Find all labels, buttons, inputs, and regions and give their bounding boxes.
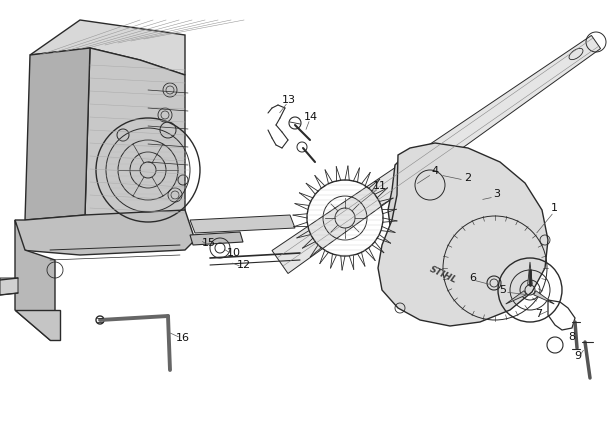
Polygon shape: [15, 210, 195, 255]
Text: 11: 11: [373, 181, 387, 191]
Text: 4: 4: [432, 166, 438, 176]
Text: 12: 12: [237, 260, 251, 270]
Polygon shape: [30, 20, 185, 75]
Text: 8: 8: [568, 332, 576, 342]
Polygon shape: [506, 291, 527, 304]
Text: 13: 13: [282, 95, 296, 105]
Text: 9: 9: [575, 351, 582, 361]
Polygon shape: [85, 48, 185, 225]
Text: 14: 14: [304, 112, 318, 122]
Polygon shape: [534, 291, 554, 304]
Polygon shape: [15, 220, 55, 340]
Polygon shape: [0, 278, 18, 295]
Text: STIHL: STIHL: [428, 265, 458, 285]
Text: 3: 3: [494, 189, 500, 199]
Text: 7: 7: [536, 309, 542, 319]
Polygon shape: [378, 143, 548, 326]
Text: 5: 5: [500, 285, 506, 295]
Text: 15: 15: [202, 238, 216, 248]
Text: 1: 1: [550, 203, 558, 213]
Text: 2: 2: [465, 173, 472, 183]
Polygon shape: [190, 215, 295, 233]
Polygon shape: [528, 262, 533, 285]
Text: 6: 6: [469, 273, 477, 283]
Text: 16: 16: [176, 333, 190, 343]
Polygon shape: [190, 232, 243, 245]
Polygon shape: [388, 148, 450, 230]
Polygon shape: [15, 310, 60, 340]
Text: 10: 10: [227, 248, 241, 258]
Polygon shape: [25, 48, 90, 220]
Polygon shape: [272, 35, 601, 274]
